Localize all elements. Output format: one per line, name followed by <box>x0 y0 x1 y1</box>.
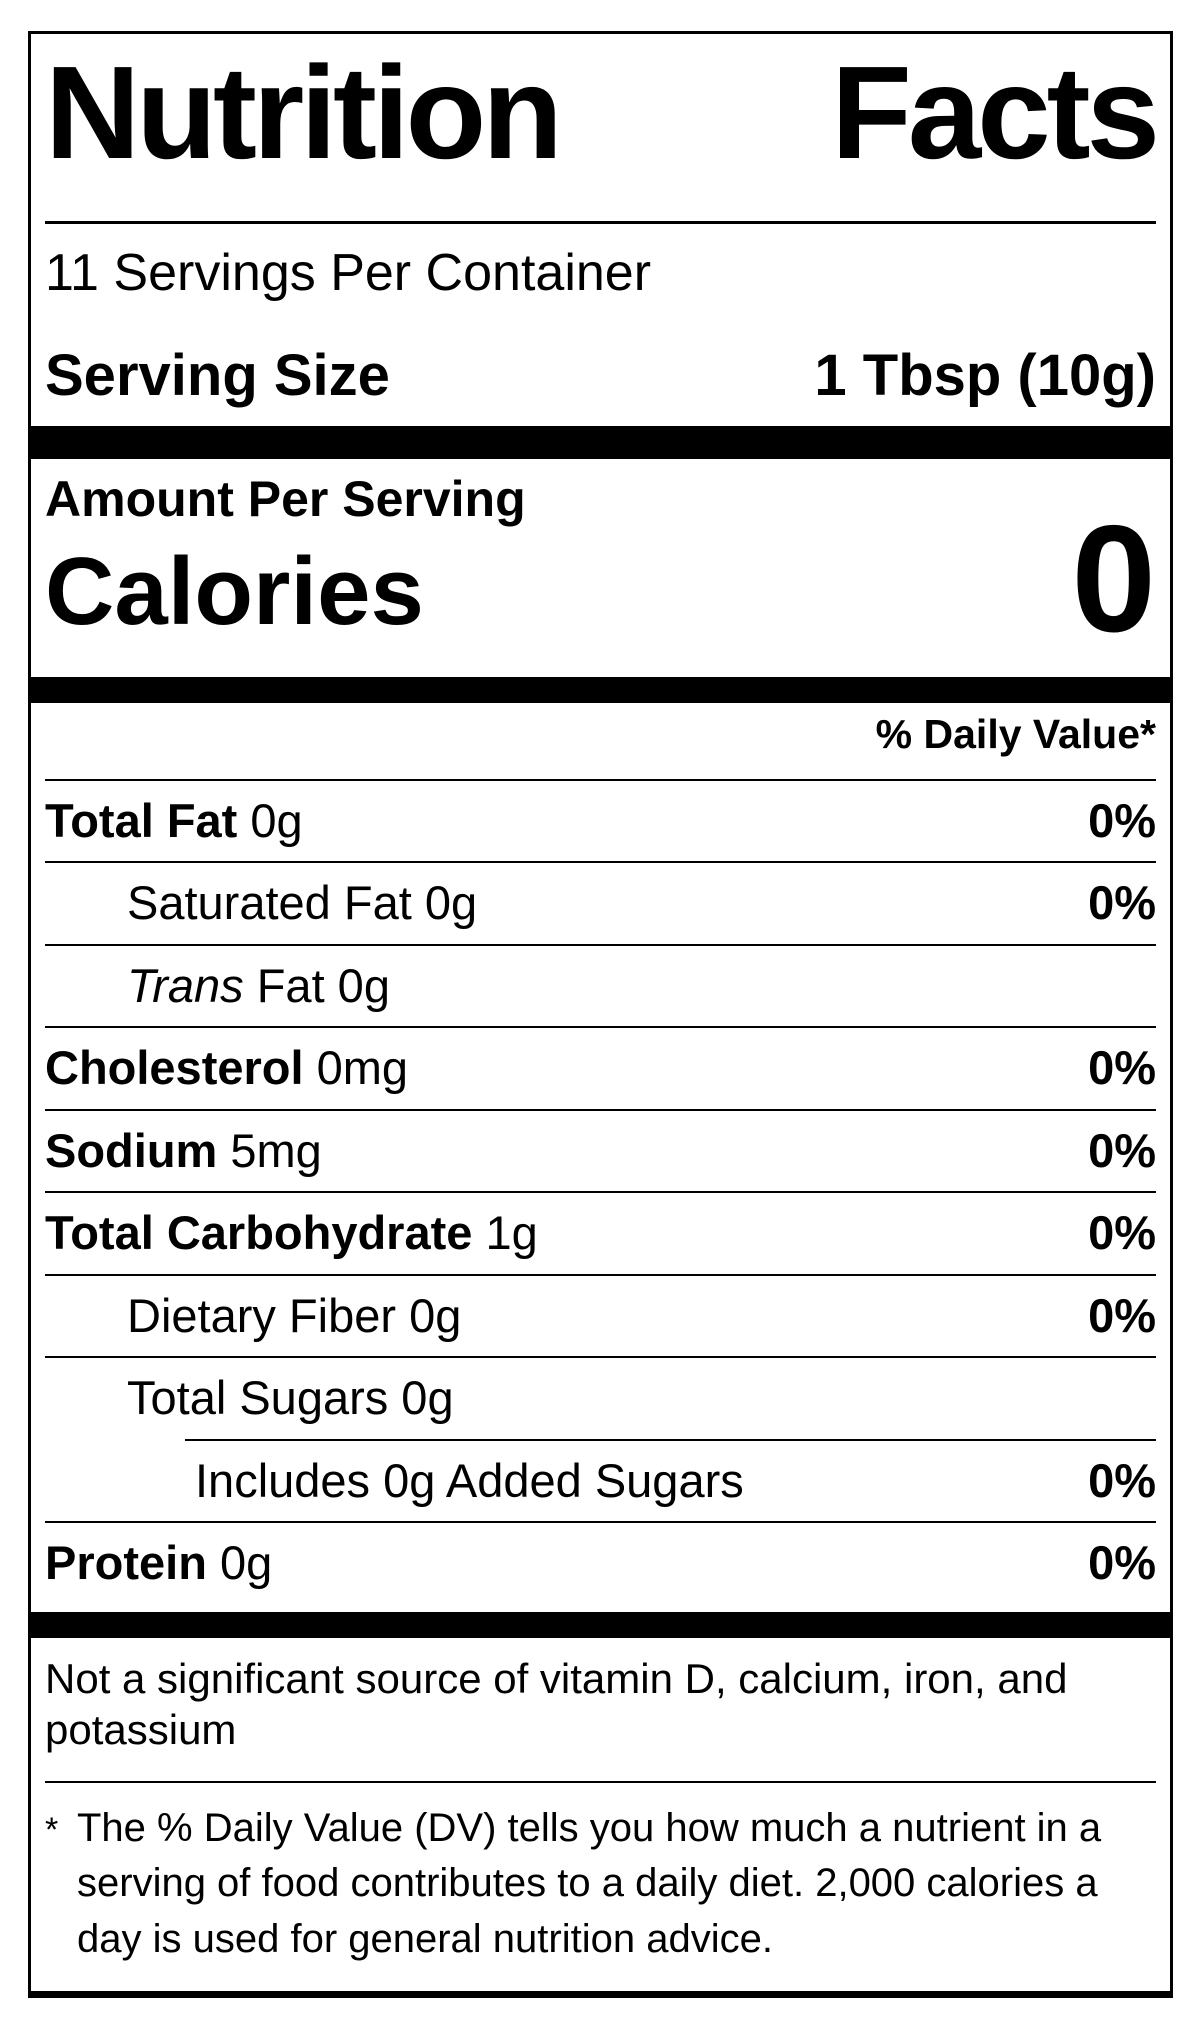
label-title: Nutrition Facts <box>45 39 1160 186</box>
nutrient-row: Dietary Fiber 0g 0% <box>45 1276 1156 1357</box>
nutrient-name: Total Fat 0g <box>45 793 303 847</box>
row-divider <box>185 1438 1156 1441</box>
not-significant-note: Not a significant source of vitamin D, c… <box>45 1653 1156 1755</box>
row-divider <box>45 1273 1156 1276</box>
nutrient-row: Cholesterol 0mg 0% <box>45 1028 1156 1109</box>
nutrient-row: Total Sugars 0g <box>45 1358 1156 1439</box>
nutrient-name: Saturated Fat 0g <box>127 876 478 930</box>
row-divider <box>45 1191 1156 1194</box>
footnote-marker: * <box>45 1811 59 1850</box>
calories-label: Calories <box>45 537 424 645</box>
nutrient-row: Saturated Fat 0g 0% <box>45 863 1156 944</box>
nutrient-daily-value: 0% <box>1088 1123 1156 1177</box>
row-divider <box>45 1026 1156 1029</box>
nutrient-name: Dietary Fiber 0g <box>127 1288 462 1342</box>
nutrient-name: Total Sugars 0g <box>127 1371 454 1425</box>
thick-divider-top <box>31 426 1170 460</box>
calories-row: Calories 0 <box>45 503 1156 655</box>
nutrient-daily-value: 0% <box>1088 1041 1156 1095</box>
not-significant-line: potassium <box>45 1706 237 1754</box>
footnote: * The % Daily Value (DV) tells you how m… <box>45 1801 1156 1967</box>
nutrient-daily-value: 0% <box>1088 876 1156 930</box>
servings-per-container: 11 Servings Per Container <box>45 243 652 302</box>
nutrition-facts-label: Nutrition Facts 11 Servings Per Containe… <box>28 31 1173 1998</box>
nutrient-row: Protein 0g 0% <box>45 1523 1156 1604</box>
footnote-text: The % Daily Value (DV) tells you how muc… <box>77 1801 1101 1967</box>
nutrient-name: Trans Fat 0g <box>127 958 390 1012</box>
footnote-divider <box>45 1781 1156 1784</box>
row-divider <box>45 1108 1156 1111</box>
thick-divider-mid <box>31 676 1170 703</box>
nutrient-name: Cholesterol 0mg <box>45 1041 409 1095</box>
nutrient-daily-value: 0% <box>1088 1453 1156 1507</box>
not-significant-line: Not a significant source of vitamin D, c… <box>45 1654 1068 1702</box>
row-divider <box>45 1356 1156 1359</box>
nutrient-name: Protein 0g <box>45 1536 273 1590</box>
footnote-line: The % Daily Value (DV) tells you how muc… <box>77 1806 1102 1851</box>
thick-divider-bottom <box>31 1611 1170 1638</box>
nutrient-row: Total Carbohydrate 1g 0% <box>45 1193 1156 1274</box>
footnote-line: day is used for general nutrition advice… <box>77 1916 773 1961</box>
serving-size-value: 1 Tbsp (10g) <box>814 343 1156 409</box>
nutrient-row: Includes 0g Added Sugars 0% <box>45 1441 1156 1522</box>
nutrient-rows: Total Fat 0g 0% Saturated Fat 0g 0% Tran… <box>45 778 1156 1604</box>
amount-per-serving-label: Amount Per Serving <box>45 471 526 528</box>
nutrient-row: Sodium 5mg 0% <box>45 1111 1156 1192</box>
footnote-line: serving of food contributes to a daily d… <box>77 1861 1098 1906</box>
row-divider <box>45 943 1156 946</box>
row-divider <box>45 1521 1156 1524</box>
nutrient-name: Sodium 5mg <box>45 1123 322 1177</box>
calories-value: 0 <box>1071 493 1156 664</box>
title-divider <box>45 220 1156 224</box>
nutrient-daily-value: 0% <box>1088 1536 1156 1590</box>
daily-value-header: % Daily Value* <box>875 710 1156 757</box>
nutrient-row: Total Fat 0g 0% <box>45 781 1156 862</box>
nutrient-row: Trans Fat 0g <box>45 946 1156 1027</box>
nutrient-daily-value: 0% <box>1088 1206 1156 1260</box>
nutrient-name: Total Carbohydrate 1g <box>45 1206 538 1260</box>
serving-size-label: Serving Size <box>45 343 390 409</box>
row-divider <box>45 861 1156 864</box>
serving-size-row: Serving Size 1 Tbsp (10g) <box>45 343 1156 410</box>
row-divider <box>45 778 1156 781</box>
nutrient-daily-value: 0% <box>1088 1288 1156 1342</box>
nutrient-name: Includes 0g Added Sugars <box>195 1453 744 1507</box>
nutrient-daily-value: 0% <box>1088 793 1156 847</box>
